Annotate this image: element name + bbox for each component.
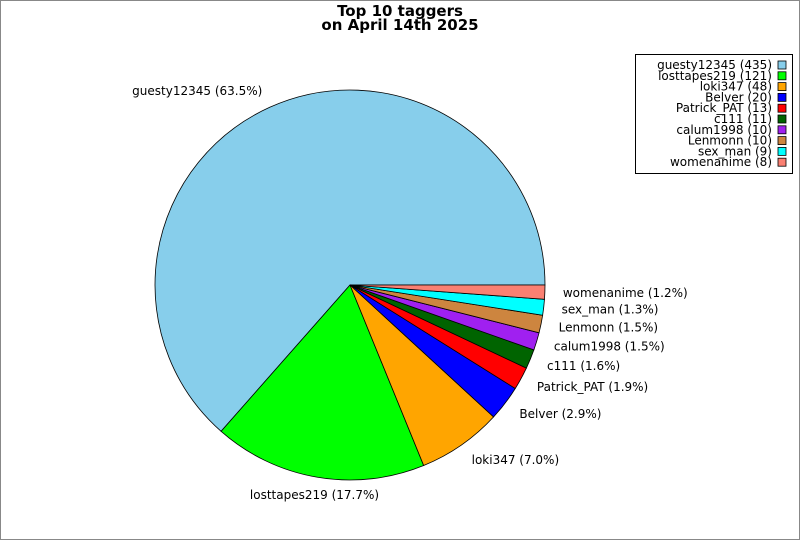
legend-swatch: [777, 93, 787, 102]
legend-label: c111 (11): [714, 112, 772, 126]
slice-label: loki347 (7.0%): [472, 453, 560, 467]
legend-swatch: [777, 103, 787, 113]
slice-label: womenanime (1.2%): [563, 286, 688, 300]
slice-label: Lenmonn (1.5%): [559, 321, 658, 335]
chart-subtitle: on April 14th 2025: [321, 16, 478, 34]
slice-label: Patrick_PAT (1.9%): [537, 380, 648, 394]
pie-slice: [220, 284, 425, 481]
slice-label: losttapes219 (17.7%): [250, 488, 379, 502]
legend-label: womenanime (8): [670, 155, 772, 169]
legend-label: Patrick_PAT (13): [676, 101, 772, 115]
legend-label: losttapes219 (121): [658, 69, 772, 83]
pie-slice: [349, 284, 546, 300]
legend-label: calum1998 (10): [676, 123, 772, 137]
legend-swatch: [777, 146, 787, 156]
chart-title: Top 10 taggers: [337, 2, 463, 20]
legend-swatch: [777, 157, 787, 167]
legend-label: guesty12345 (435): [657, 58, 772, 72]
legend-swatch: [777, 71, 787, 81]
slice-label: sex_man (1.3%): [562, 302, 659, 316]
legend-label: loki347 (48): [700, 80, 772, 94]
legend-box: [635, 54, 793, 174]
legend-swatch: [777, 136, 787, 146]
slice-label: c111 (1.6%): [547, 359, 620, 373]
legend-swatch: [777, 125, 787, 135]
legend-swatch: [777, 82, 787, 91]
pie-slice: [154, 89, 546, 432]
slice-label: calum1998 (1.5%): [554, 340, 665, 354]
slice-label: guesty12345 (63.5%): [132, 84, 262, 98]
legend-swatch: [777, 114, 787, 124]
legend-label: Lenmonn (10): [688, 134, 772, 148]
legend-label: sex_man (9): [698, 144, 772, 158]
slice-label: Belver (2.9%): [519, 407, 601, 421]
legend-label: Belver (20): [705, 90, 772, 104]
legend-swatch: [777, 60, 787, 70]
